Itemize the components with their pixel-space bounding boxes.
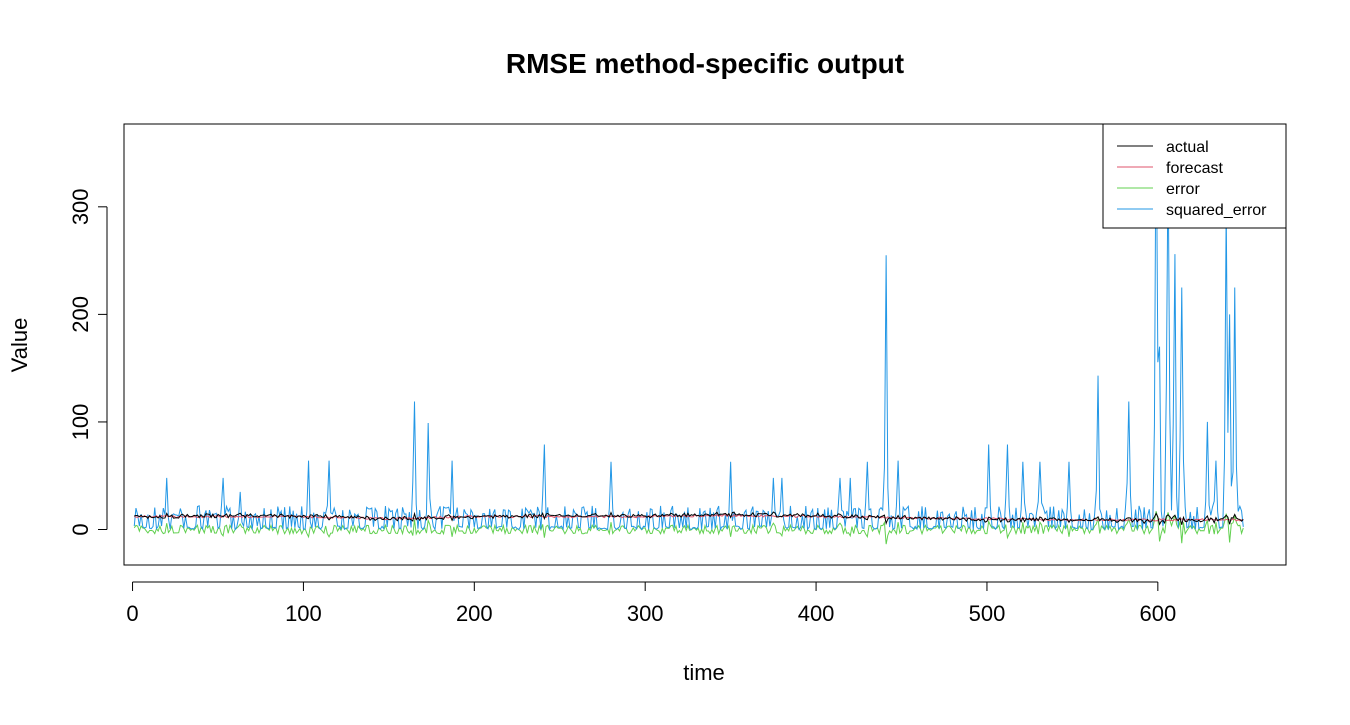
legend-label: actual — [1166, 139, 1209, 156]
legend-item-actual: actual — [1117, 139, 1209, 156]
x-axis-title: time — [683, 660, 725, 685]
legend-box — [1102, 123, 1287, 229]
y-axis: 0 100 200 300 — [68, 188, 108, 536]
y-tick-label: 300 — [68, 188, 93, 225]
x-tick-label: 600 — [1139, 601, 1176, 626]
x-tick-label: 500 — [969, 601, 1006, 626]
legend-label: squared_error — [1166, 202, 1267, 219]
legend-item-squared-error: squared_error — [1117, 202, 1267, 219]
x-tick-label: 200 — [456, 601, 493, 626]
x-tick-label: 0 — [126, 601, 138, 626]
chart-title: RMSE method-specific output — [506, 48, 904, 79]
series-line-actual — [134, 511, 1244, 526]
legend: actual forecast error squared_error — [1102, 123, 1287, 229]
x-tick-label: 400 — [798, 601, 835, 626]
series-layer — [133, 124, 1244, 545]
plot-frame — [123, 123, 1287, 566]
y-tick-label: 0 — [68, 523, 93, 535]
x-tick-label: 300 — [627, 601, 664, 626]
legend-item-forecast: forecast — [1117, 160, 1223, 177]
y-tick-label: 200 — [68, 296, 93, 333]
legend-label: error — [1166, 181, 1200, 198]
x-axis: 0 100 200 300 400 500 600 — [126, 581, 1176, 626]
series-line-squared-error — [133, 124, 1244, 531]
legend-label: forecast — [1166, 160, 1223, 177]
series-line-error — [133, 511, 1244, 545]
y-tick-label: 100 — [68, 404, 93, 441]
x-tick-label: 100 — [285, 601, 322, 626]
legend-item-error: error — [1117, 181, 1200, 198]
y-axis-title: Value — [7, 318, 32, 373]
